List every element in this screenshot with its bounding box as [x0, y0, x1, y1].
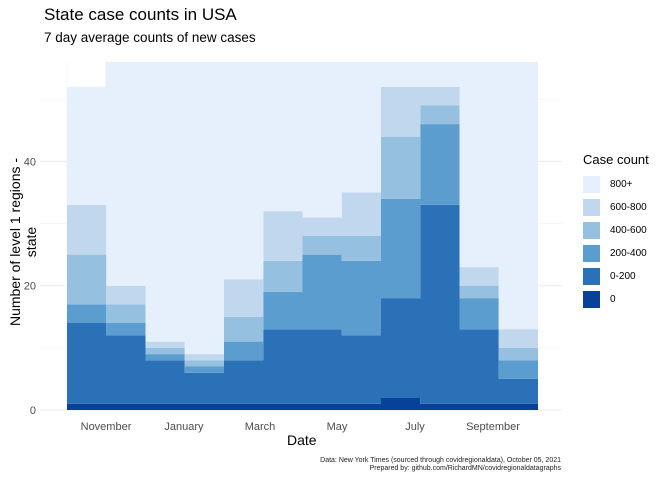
- legend-swatch: [583, 268, 600, 285]
- legend-item: 200-400: [583, 242, 649, 265]
- legend-swatch: [583, 291, 600, 308]
- legend-swatch: [583, 176, 600, 193]
- legend-label: 0-200: [610, 271, 636, 282]
- x-tick-label: March: [245, 421, 276, 433]
- y-axis-title: Number of level 1 regions - state: [7, 157, 39, 327]
- area-series-800plus: [67, 62, 538, 355]
- x-tick-label: July: [405, 421, 425, 433]
- legend-label: 0: [610, 294, 616, 305]
- legend-item: 400-600: [583, 219, 649, 242]
- chart-subtitle: 7 day average counts of new cases: [44, 30, 256, 45]
- y-tick-label: 0: [30, 405, 36, 417]
- area-series-600-800: [67, 86, 538, 361]
- y-tick-label: 20: [24, 281, 36, 293]
- legend-items: 800+ 600-800 400-600 200-400 0-200 0: [583, 173, 649, 311]
- legend-item: 0: [583, 288, 649, 311]
- legend-label: 200-400: [610, 248, 647, 259]
- caption-source: Data: New York Times (sourced through co…: [320, 457, 561, 464]
- legend-swatch: [583, 199, 600, 216]
- x-axis-title: Date: [287, 432, 317, 448]
- x-tick-label: September: [466, 421, 520, 433]
- caption-prepared-by: Prepared by: github.com/RichardMN/covidr…: [369, 465, 561, 472]
- x-tick-label: January: [164, 421, 204, 433]
- legend: Case count 800+ 600-800 400-600 200-400 0-20…: [583, 152, 649, 311]
- legend-item: 600-800: [583, 196, 649, 219]
- legend-item: 800+: [583, 173, 649, 196]
- legend-label: 600-800: [610, 202, 647, 213]
- legend-label: 800+: [610, 179, 633, 190]
- legend-swatch: [583, 222, 600, 239]
- legend-title: Case count: [583, 152, 649, 167]
- legend-label: 400-600: [610, 225, 647, 236]
- legend-item: 0-200: [583, 265, 649, 288]
- chart-title: State case counts in USA: [44, 5, 237, 24]
- legend-swatch: [583, 245, 600, 262]
- x-tick-label: November: [81, 421, 132, 433]
- x-tick-label: May: [327, 421, 348, 433]
- y-tick-label: 40: [24, 156, 36, 168]
